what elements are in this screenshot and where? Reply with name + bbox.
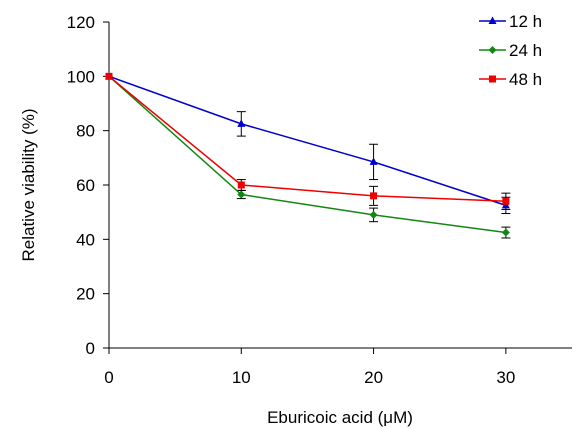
series-line <box>108 75 506 234</box>
axes <box>108 22 572 349</box>
legend-label: 48 h <box>509 70 542 89</box>
square-marker <box>237 181 245 189</box>
x-tick-label: 20 <box>364 368 383 387</box>
square-marker <box>105 72 113 80</box>
y-tick-label: 0 <box>86 339 95 358</box>
triangle-marker <box>369 157 378 165</box>
x-tick-label: 30 <box>496 368 515 387</box>
y-ticks: 0 20 40 60 80 100 120 <box>67 13 109 358</box>
legend: 12 h 24 h 48 h <box>479 12 542 89</box>
x-tick-label: 0 <box>104 368 113 387</box>
diamond-marker <box>369 210 378 219</box>
series-markers <box>105 71 510 237</box>
series-line <box>108 75 506 203</box>
square-marker <box>502 197 510 205</box>
y-tick-label: 40 <box>76 230 95 249</box>
x-axis-title: Eburicoic acid (μM) <box>267 408 413 427</box>
y-tick-label: 100 <box>67 67 95 86</box>
y-axis-title: Relative viability (%) <box>19 108 38 261</box>
error-bars <box>236 111 511 239</box>
y-tick-label: 20 <box>76 285 95 304</box>
y-tick-label: 120 <box>67 13 95 32</box>
square-marker <box>489 75 496 83</box>
diamond-marker <box>237 190 246 199</box>
triangle-marker <box>237 119 246 127</box>
triangle-marker <box>488 16 497 24</box>
square-marker <box>370 192 378 200</box>
diamond-marker <box>501 228 510 237</box>
y-tick-label: 80 <box>76 122 95 141</box>
x-ticks: 0 10 20 30 <box>104 348 515 387</box>
diamond-marker <box>488 46 497 54</box>
legend-label: 24 h <box>509 41 542 60</box>
series-lines <box>108 75 507 234</box>
y-tick-label: 60 <box>76 176 95 195</box>
x-tick-label: 10 <box>232 368 251 387</box>
legend-label: 12 h <box>509 12 542 31</box>
series-line <box>108 75 507 207</box>
